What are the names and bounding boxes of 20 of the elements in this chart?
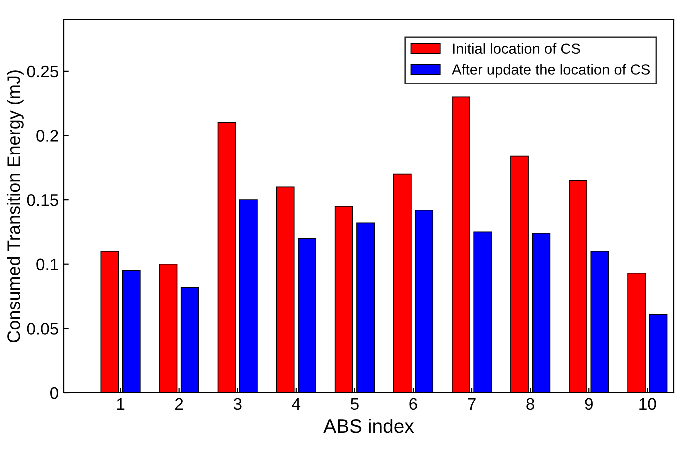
x-tick-label: 3	[234, 398, 242, 410]
legend-label: Initial location of CS	[453, 43, 580, 54]
y-tick-label: 0.15	[27, 194, 58, 206]
x-tick-label: 6	[410, 398, 418, 410]
y-tick-label: 0.1	[36, 258, 58, 271]
x-axis-title: ABS index	[324, 418, 414, 434]
y-axis-title: Consumed Transition Energy (mJ)	[7, 70, 24, 343]
x-tick-label: 1	[117, 398, 125, 410]
x-tick-label: 5	[350, 398, 359, 410]
x-tick-label: 4	[292, 398, 301, 410]
x-tick-label: 7	[468, 398, 476, 410]
x-tick-label: 2	[176, 398, 184, 410]
x-tick-label: 10	[640, 398, 656, 410]
y-tick-label: 0	[50, 387, 58, 400]
y-tick-label: 0.05	[27, 323, 58, 335]
x-tick-label: 8	[526, 398, 534, 410]
x-tick-label: 9	[585, 398, 593, 410]
y-tick-label: 0.2	[36, 130, 58, 142]
legend-label: After update the location of CS	[452, 64, 650, 78]
y-tick-label: 0.25	[27, 66, 58, 78]
